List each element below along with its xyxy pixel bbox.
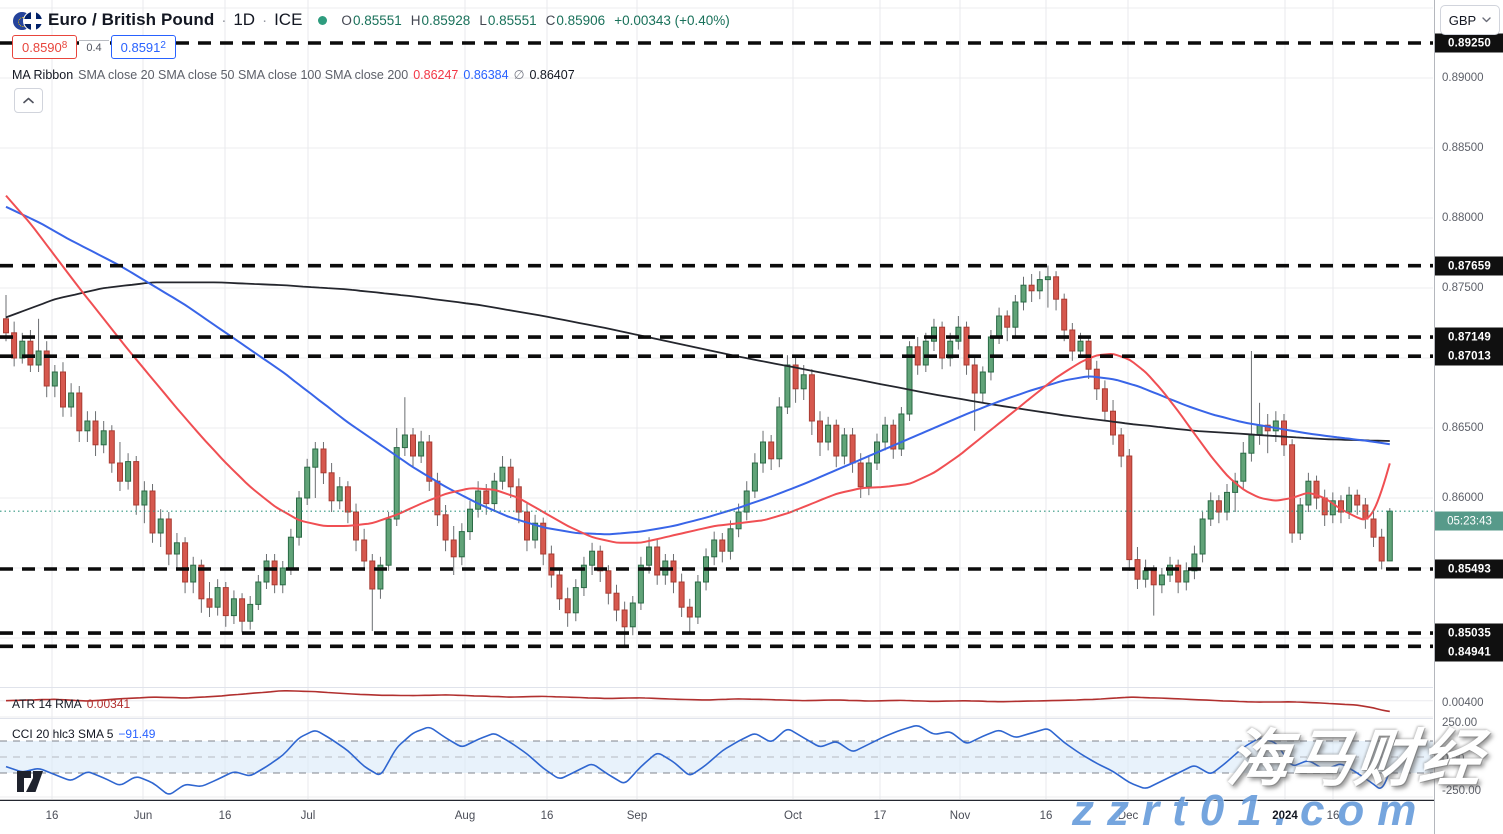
bar-countdown-badge: 05:23:43 (1435, 511, 1503, 531)
time-tick-label: 16 (1326, 810, 1340, 822)
price-scale-label: 0.88500 (1442, 142, 1484, 154)
price-level-badge: 0.85035 (1435, 623, 1503, 643)
price-level-badge: 0.85493 (1435, 559, 1503, 579)
sma200-value: 0.86407 (529, 67, 575, 82)
ma-ribbon-name: MA Ribbon (12, 67, 74, 82)
gridlines-layer (0, 0, 1433, 799)
interval-label[interactable]: 1D (233, 10, 256, 29)
ma-ribbon-legend[interactable]: MA Ribbon SMA close 20 SMA close 50 SMA … (12, 67, 575, 83)
ma-ribbon-layer (5, 194, 1391, 544)
collapse-legend-button[interactable] (14, 88, 43, 113)
buy-price-button[interactable]: 0.85912 (110, 35, 176, 59)
price-scale-label: 0.87500 (1442, 282, 1484, 294)
cci-pane-layer (0, 725, 1433, 795)
buy-price-main: 0.8591 (120, 40, 161, 55)
separator-dot: · (221, 11, 227, 29)
low-value: 0.85551 (487, 12, 537, 28)
change-value: +0.00343 (+0.40%) (614, 12, 730, 28)
sell-price-button[interactable]: 0.85908 (12, 35, 78, 59)
sma20-value: 0.86247 (413, 67, 459, 82)
price-scale-label: 0.89000 (1442, 72, 1484, 84)
candles-layer (3, 265, 1393, 647)
high-value: 0.85928 (421, 12, 471, 28)
time-tick-label: 16 (540, 810, 554, 822)
time-axis[interactable]: 16 Jun 16 Jul Aug 16 Sep Oct 17 Nov 16 Dec 2024 16 (0, 801, 1503, 834)
sma50-value: 0.86384 (463, 67, 509, 82)
time-tick-label: Nov (949, 810, 971, 822)
price-scale-label: 0.88000 (1442, 212, 1484, 224)
close-value: 0.85906 (556, 12, 606, 28)
ma-ribbon-params: SMA close 20 SMA close 50 SMA close 100 … (78, 67, 409, 82)
symbol-pair-logo-icon (12, 10, 43, 31)
currency-label: GBP (1448, 12, 1477, 28)
chevron-up-icon (23, 97, 34, 104)
open-value: 0.85551 (352, 12, 402, 28)
atr-scale-label: 0.00400 (1442, 697, 1484, 709)
time-tick-label: Sep (626, 810, 648, 822)
exchange-label[interactable]: ICE (274, 10, 303, 29)
cci-scale-label: 0.00 (1442, 753, 1465, 765)
close-label: C (545, 12, 556, 28)
time-tick-label: 17 (873, 810, 887, 822)
atr-value: 0.00341 (86, 697, 131, 711)
cci-scale-label: -250.00 (1442, 785, 1482, 797)
sell-price-sup: 8 (61, 40, 68, 51)
bid-ask-row: 0.85908 0.4 0.85912 (12, 35, 176, 59)
uk-flag-icon (23, 11, 43, 31)
low-label: L (479, 12, 487, 28)
open-label: O (341, 12, 352, 28)
key-levels-layer (0, 41, 1433, 649)
price-level-badge: 0.87659 (1435, 256, 1503, 276)
time-tick-label: 2024 (1272, 810, 1298, 822)
price-level-badge: 0.87149 (1435, 327, 1503, 347)
spread-value: 0.4 (79, 39, 109, 55)
time-tick-label: Dec (1117, 810, 1139, 822)
currency-dropdown[interactable]: GBP (1440, 5, 1500, 35)
high-label: H (410, 12, 421, 28)
price-scale-label: 0.86000 (1442, 492, 1484, 504)
price-level-badge: 0.84941 (1435, 642, 1503, 662)
time-tick-label: Oct (784, 810, 802, 822)
ohlc-values: O0.85551 H0.85928 L0.85551 C0.85906 +0.0… (341, 13, 729, 28)
price-level-badge: 0.87013 (1435, 346, 1503, 366)
time-tick-label: Jul (300, 810, 316, 822)
tradingview-logo-icon[interactable] (16, 768, 46, 796)
time-tick-label: Jun (133, 810, 153, 822)
sell-price-main: 0.8590 (22, 40, 62, 55)
cci-title: CCI 20 hlc3 SMA 5 (12, 727, 114, 741)
cci-scale-label: 250.00 (1442, 717, 1478, 729)
price-scale[interactable]: 0.89000 0.88500 0.88000 0.87500 0.86500 0.860… (1434, 0, 1503, 834)
time-tick-label: Aug (454, 810, 476, 822)
atr-legend[interactable]: ATR 14 RMA 0.00341 (12, 697, 130, 711)
price-scale-label: 0.86500 (1442, 422, 1484, 434)
time-tick-label: 16 (218, 810, 232, 822)
market-status-dot-icon[interactable] (318, 15, 328, 25)
symbol-title[interactable]: Euro / British Pound (48, 10, 215, 29)
cci-value: −91.49 (118, 727, 156, 741)
atr-title: ATR 14 RMA (12, 697, 82, 711)
chevron-down-icon (1482, 17, 1491, 23)
time-tick-label: 16 (45, 810, 59, 822)
separator-dot: · (262, 11, 268, 29)
atr-pane-layer (5, 689, 1390, 713)
price-level-badge: 0.89250 (1435, 33, 1503, 53)
time-tick-label: 16 (1039, 810, 1053, 822)
symbol-header: Euro / British Pound · 1D · ICE O0.85551… (12, 8, 730, 32)
cci-legend[interactable]: CCI 20 hlc3 SMA 5 −91.49 (12, 727, 155, 741)
pane-separators-layer (0, 687, 1503, 802)
buy-price-sup: 2 (160, 40, 166, 51)
sma100-empty-value: ∅ (513, 68, 525, 82)
